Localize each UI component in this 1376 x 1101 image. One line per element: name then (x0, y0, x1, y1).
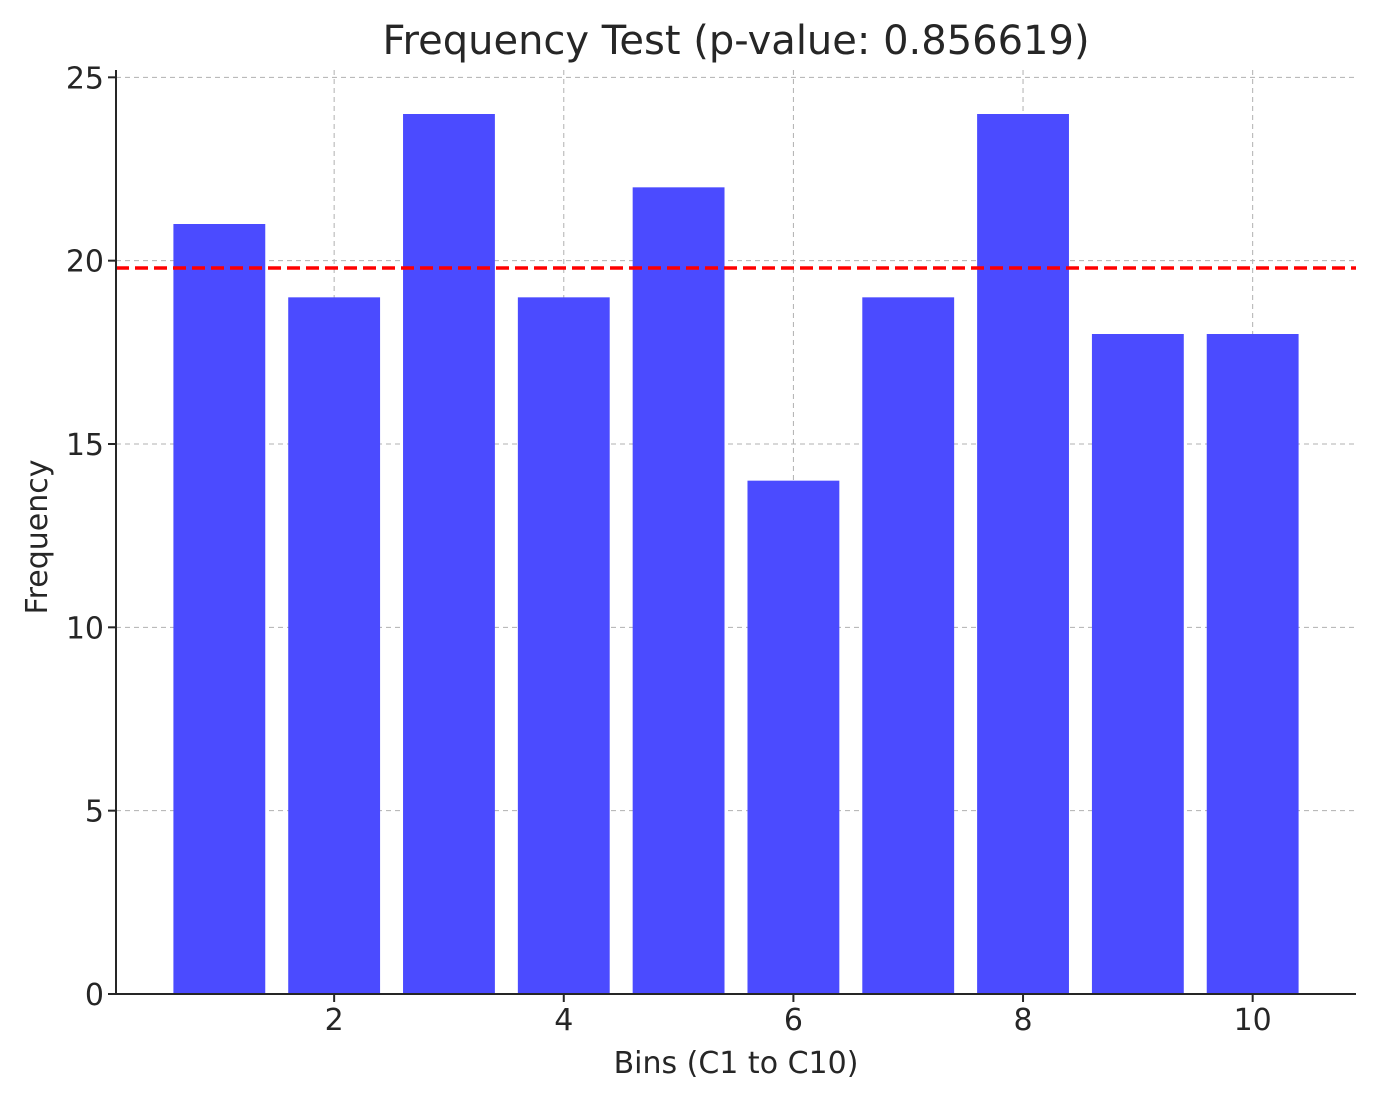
y-tick-label: 10 (66, 611, 104, 646)
x-tick-label: 10 (1234, 1003, 1272, 1038)
x-tick-label: 2 (325, 1003, 344, 1038)
bar-10 (1206, 334, 1299, 994)
bars (173, 114, 1299, 995)
x-axis-ticks: 2 4 6 8 10 (325, 994, 1272, 1038)
bar-5 (632, 187, 725, 995)
x-tick-label: 6 (784, 1003, 803, 1038)
x-axis-label: Bins (C1 to C10) (614, 1046, 859, 1081)
bar-4 (517, 297, 610, 994)
bar-6 (747, 480, 840, 995)
y-tick-label: 15 (66, 428, 104, 463)
y-axis-label: Frequency (20, 460, 55, 615)
axes (115, 70, 1356, 995)
bar-1 (173, 224, 266, 994)
y-tick-label: 5 (85, 795, 104, 830)
y-tick-label: 20 (66, 245, 104, 280)
bar-8 (977, 114, 1069, 994)
chart-title: Frequency Test (p-value: 0.856619) (382, 18, 1089, 64)
y-axis-ticks: 0 5 10 15 20 25 (66, 61, 116, 1013)
y-tick-label: 25 (66, 61, 104, 96)
bar-7 (862, 297, 955, 994)
x-tick-label: 8 (1013, 1003, 1032, 1038)
x-tick-label: 4 (554, 1003, 573, 1038)
bar-9 (1091, 334, 1184, 994)
bar-3 (403, 114, 495, 994)
y-tick-label: 0 (85, 978, 104, 1013)
bar-2 (288, 297, 381, 994)
